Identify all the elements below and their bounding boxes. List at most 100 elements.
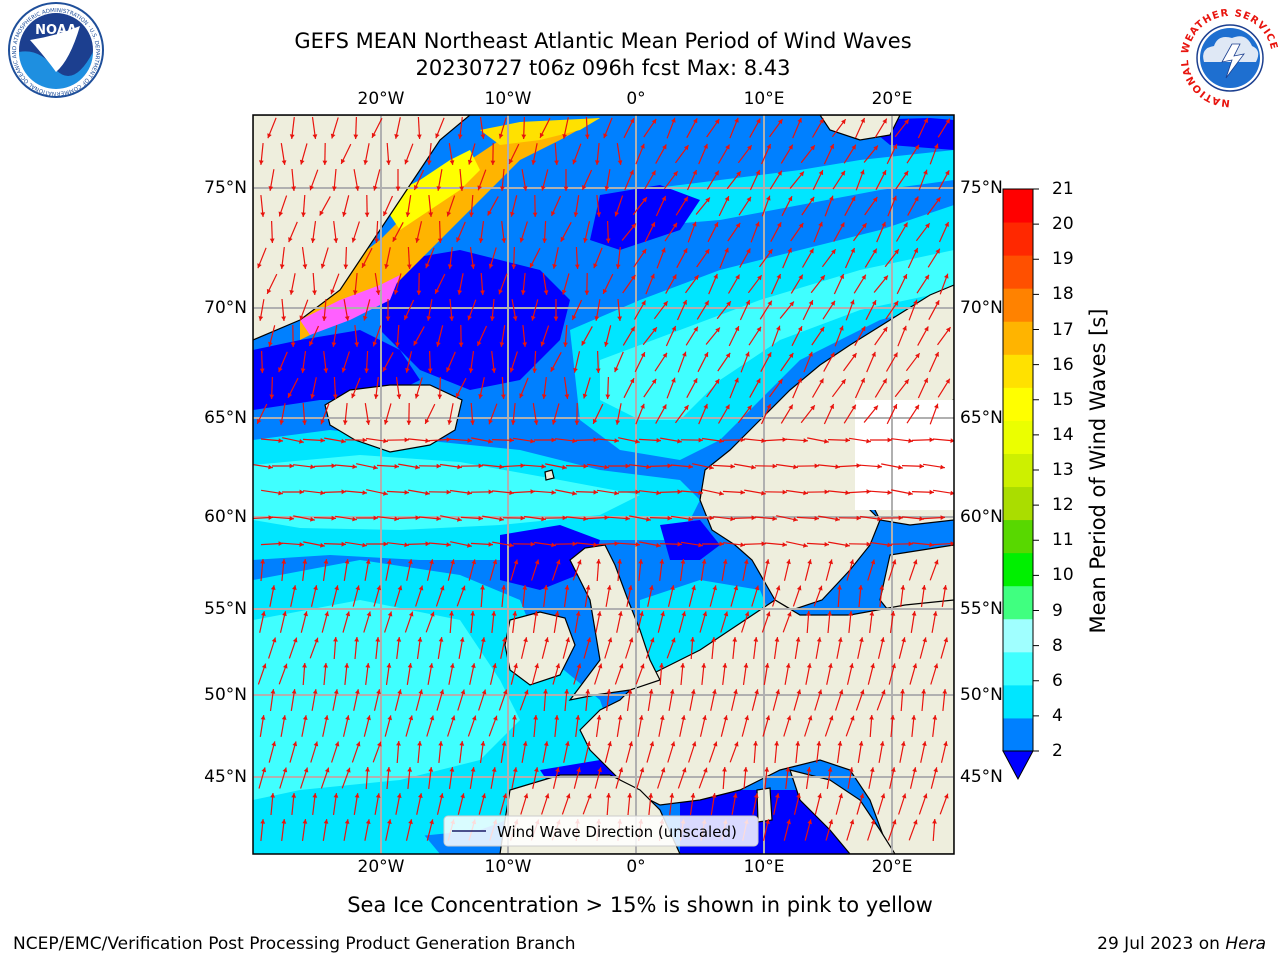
colorbar-bin [1003, 354, 1033, 388]
wind-wave-arrow [541, 377, 547, 399]
wind-wave-arrow [847, 767, 854, 789]
wind-wave-arrow [563, 585, 570, 607]
wind-wave-arrow [887, 195, 897, 217]
wind-wave-arrow [259, 611, 266, 633]
wind-wave-arrow [447, 247, 453, 269]
wind-wave-arrow [479, 741, 486, 763]
wind-wave-arrow [711, 636, 716, 660]
wind-wave-arrow [764, 767, 770, 789]
wind-wave-arrow [531, 559, 540, 581]
wind-wave-arrow [645, 637, 655, 659]
wind-wave-arrow [616, 611, 623, 633]
wind-wave-arrow [751, 689, 759, 711]
wind-wave-arrow [657, 611, 665, 633]
wind-wave-arrow [786, 489, 808, 496]
wind-wave-arrow [278, 351, 288, 373]
wind-wave-arrow [866, 351, 876, 373]
wind-wave-arrow [752, 793, 759, 815]
wind-wave-arrows [253, 116, 954, 842]
wind-wave-arrow [685, 326, 699, 346]
wind-wave-arrow [940, 637, 949, 659]
wind-wave-arrow [690, 636, 695, 660]
wind-wave-arrow [289, 273, 296, 295]
wind-wave-arrow [301, 194, 306, 218]
wind-wave-arrow [769, 118, 783, 138]
wind-wave-arrow [435, 117, 445, 139]
wind-wave-arrow [309, 637, 319, 659]
wind-wave-arrow [437, 376, 443, 400]
wind-wave-arrow [669, 793, 675, 815]
wind-wave-arrow [653, 300, 669, 320]
wind-wave-arrow [596, 558, 601, 582]
wind-wave-arrow [647, 689, 654, 711]
wind-wave-arrow [361, 247, 373, 269]
wind-wave-arrow [311, 689, 318, 711]
sea-ice-zones [300, 118, 600, 340]
wind-wave-arrow [512, 611, 518, 633]
wind-wave-arrow [375, 637, 381, 659]
wind-wave-arrow [520, 637, 528, 659]
wind-wave-arrow [322, 819, 329, 841]
wind-wave-arrow [686, 118, 698, 138]
wind-wave-arrow [880, 515, 904, 521]
wind-wave-arrow [889, 611, 896, 633]
wind-wave-arrow [623, 377, 635, 399]
wind-wave-arrow [605, 585, 612, 607]
wind-wave-arrow [762, 715, 771, 737]
wind-wave-arrow [888, 559, 897, 581]
wind-wave-arrow [395, 169, 401, 191]
wind-wave-arrow [807, 437, 829, 444]
wind-wave-arrow [524, 515, 546, 522]
wind-wave-arrow [414, 377, 423, 399]
footer-host: Hera [1225, 934, 1266, 954]
wind-wave-arrow [500, 168, 505, 192]
wind-wave-arrow [675, 196, 689, 216]
wind-wave-arrow [785, 767, 791, 789]
wind-wave-arrow [309, 169, 319, 191]
wind-wave-arrow [426, 299, 433, 321]
wind-wave-arrow [657, 767, 666, 789]
wind-wave-arrow [313, 463, 337, 469]
wind-wave-arrow [900, 688, 905, 712]
wind-wave-arrow [697, 351, 709, 373]
lat-label-right-4: 55°N [960, 599, 1003, 619]
wind-wave-arrow [509, 351, 518, 373]
wind-wave-arrow [932, 541, 954, 546]
wind-wave-arrow [344, 437, 368, 443]
wind-wave-arrow [405, 195, 412, 217]
wind-wave-arrow [413, 326, 425, 346]
wind-wave-arrow [666, 637, 676, 659]
wind-wave-arrow [272, 463, 294, 469]
wind-wave-arrow [476, 325, 488, 347]
wind-wave-arrow [728, 325, 740, 347]
wind-wave-arrow [659, 541, 683, 547]
wind-wave-arrow [551, 403, 560, 425]
wind-wave-arrow [490, 142, 496, 166]
wind-wave-arrow [352, 585, 360, 607]
wind-wave-arrow [922, 515, 946, 520]
wind-wave-arrow [762, 819, 770, 841]
wind-wave-arrow [675, 144, 689, 164]
wind-wave-arrow [491, 437, 515, 443]
wind-wave-arrow [341, 767, 351, 789]
wind-wave-arrow [293, 464, 315, 470]
wind-wave-arrow [278, 663, 288, 685]
wind-wave-arrow [260, 438, 284, 443]
wind-wave-arrow [498, 117, 507, 139]
wind-wave-arrow [300, 767, 309, 789]
wind-wave-arrow [333, 221, 339, 243]
wind-wave-arrow [859, 464, 883, 469]
italy [789, 769, 896, 854]
wind-wave-arrow [323, 489, 347, 495]
colorbar-tick-20: 20 [1052, 214, 1074, 235]
wind-wave-arrow [566, 516, 588, 522]
wind-wave-arrow [321, 611, 329, 633]
wind-wave-arrow [470, 610, 475, 634]
wind-wave-arrow [384, 247, 391, 269]
wind-wave-arrow [417, 116, 422, 140]
colorbar-tick-10: 10 [1052, 565, 1074, 586]
wind-wave-arrow [395, 324, 400, 348]
wind-wave-arrow [458, 324, 464, 348]
wind-wave-arrow [831, 378, 847, 398]
wind-wave-arrow [456, 221, 466, 243]
